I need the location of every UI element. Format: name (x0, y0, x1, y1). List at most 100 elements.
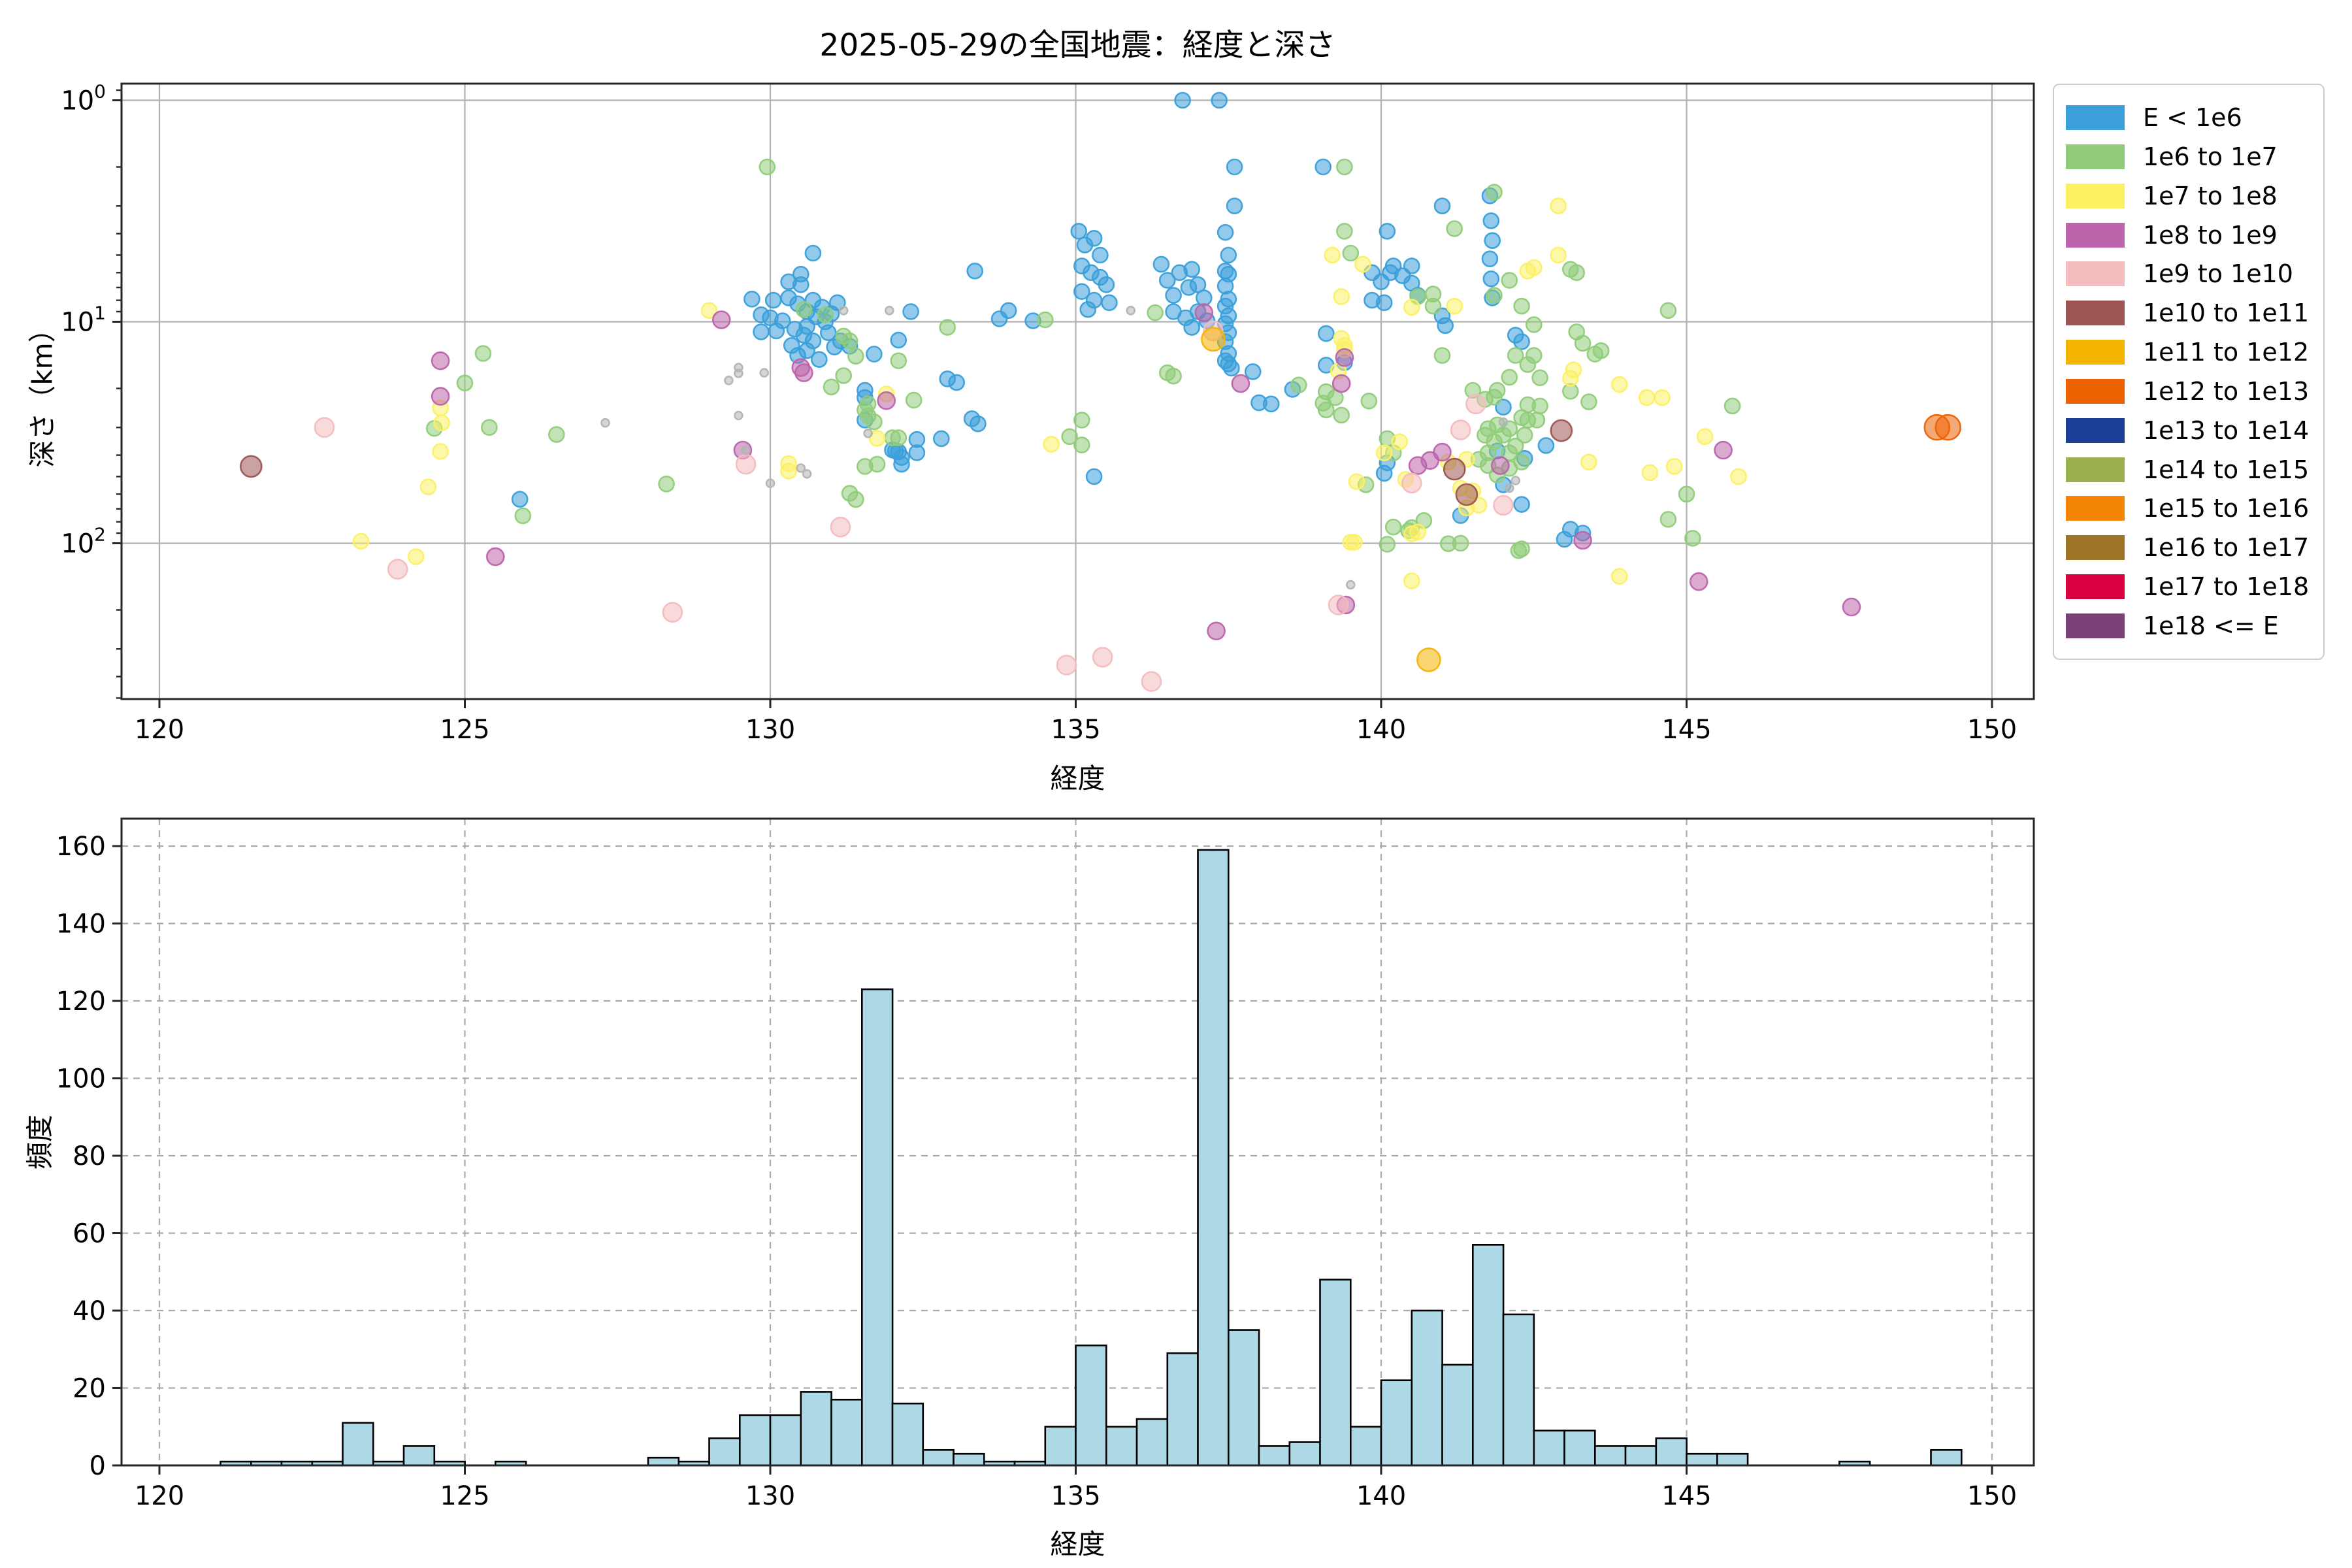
histogram-bar (1472, 1244, 1505, 1467)
legend-item: 1e11 to 1e12 (2066, 334, 2323, 370)
histogram-bar (1655, 1437, 1688, 1467)
scatter-xtick-label: 145 (1661, 715, 1711, 745)
histogram-bar (1228, 1329, 1260, 1467)
histogram-plot: 120 125 130 135 140 145 150 0 20 40 60 80 100 120 140 1… (56, 817, 2035, 1511)
legend-item-label: 1e13 to 1e14 (2143, 416, 2310, 445)
scatter-xtick-label: 120 (135, 715, 184, 745)
histogram-bar (1716, 1452, 1749, 1467)
legend-item: 1e16 to 1e17 (2066, 529, 2323, 566)
histogram-bar (1502, 1313, 1535, 1467)
legend-item-label: 1e6 to 1e7 (2143, 142, 2278, 171)
scatter-xlabel: 経度 (1050, 762, 1105, 794)
legend-item: 1e15 to 1e16 (2066, 490, 2323, 527)
histogram-bar (769, 1414, 802, 1467)
legend-item: 1e12 to 1e13 (2066, 373, 2323, 410)
histogram-bar (342, 1422, 374, 1467)
histogram-ytick-label: 80 (73, 1141, 106, 1171)
legend-item-label: 1e14 to 1e15 (2143, 455, 2310, 484)
histogram-bar (1166, 1352, 1199, 1467)
scatter-series-4 (314, 320, 1514, 692)
legend-item: 1e6 to 1e7 (2066, 139, 2323, 175)
histogram-bar (1411, 1309, 1443, 1467)
legend-item: 1e14 to 1e15 (2066, 451, 2323, 488)
legend-item: E < 1e6 (2066, 99, 2323, 136)
legend-swatch-icon (2066, 496, 2125, 521)
legend-item: 1e10 to 1e11 (2066, 295, 2323, 331)
legend-swatch-icon (2066, 222, 2125, 248)
histogram-bar (1563, 1429, 1596, 1467)
legend-swatch-icon (2066, 105, 2125, 130)
histogram-ytick-label: 40 (73, 1296, 106, 1326)
histogram-xtick-label: 150 (1967, 1481, 2017, 1511)
histogram-bar (708, 1437, 741, 1467)
histogram-bar (891, 1402, 924, 1467)
histogram-bar (647, 1456, 680, 1467)
legend-item-label: 1e16 to 1e17 (2143, 533, 2310, 563)
legend-item-label: 1e9 to 1e10 (2143, 259, 2293, 289)
histogram-bar (1533, 1429, 1565, 1467)
legend-swatch-icon (2066, 144, 2125, 169)
scatter-ytick-label: 102 (61, 524, 106, 559)
histogram-bar (1288, 1441, 1321, 1467)
scatter-ytick-label: 100 (61, 81, 106, 116)
legend-item: 1e9 to 1e10 (2066, 255, 2323, 292)
histogram-bar (739, 1414, 772, 1467)
histogram-xlabel: 経度 (1050, 1528, 1105, 1560)
histogram-bar (1319, 1279, 1352, 1467)
histogram-bar (402, 1445, 436, 1467)
legend-item-label: 1e7 to 1e8 (2143, 181, 2278, 210)
histogram-bar (1350, 1426, 1382, 1467)
scatter-xtick-label: 130 (745, 715, 795, 745)
histogram-ylabel: 頻度 (24, 1114, 56, 1170)
histogram-ytick-label: 120 (56, 987, 106, 1017)
histogram-bar (1105, 1426, 1138, 1467)
histogram-ytick-label: 60 (73, 1219, 106, 1249)
histogram-bar (1075, 1345, 1107, 1467)
histogram-xtick-label: 125 (440, 1481, 489, 1511)
histogram-bar (1258, 1445, 1291, 1467)
legend-item: 1e17 to 1e18 (2066, 568, 2323, 605)
histogram-bar (953, 1452, 985, 1467)
scatter-ytick-label: 101 (61, 302, 106, 338)
scatter-xtick-label: 150 (1967, 715, 2017, 745)
histogram-bar (830, 1399, 863, 1467)
legend-item-label: 1e18 <= E (2143, 611, 2279, 640)
histogram-bar (1197, 849, 1230, 1467)
scatter-series-7 (1923, 414, 1961, 441)
scatter-series-0 (511, 91, 1592, 548)
legend-item-label: 1e10 to 1e11 (2143, 299, 2310, 328)
legend-swatch-icon (2066, 378, 2125, 404)
legend-item-label: E < 1e6 (2143, 103, 2242, 132)
histogram-xtick-label: 145 (1661, 1481, 1711, 1511)
histogram-bar (1380, 1379, 1413, 1467)
histogram-xtick-label: 130 (745, 1481, 795, 1511)
histogram-ytick-label: 140 (56, 909, 106, 939)
legend-swatch-icon (2066, 457, 2125, 482)
histogram-ytick-label: 160 (56, 832, 106, 862)
histogram-ytick-label: 100 (56, 1064, 106, 1094)
histogram-xtick-label: 140 (1356, 1481, 1406, 1511)
legend-swatch-icon (2066, 301, 2125, 326)
histogram-bar (800, 1391, 832, 1467)
legend-swatch-icon (2066, 535, 2125, 561)
legend-item-label: 1e11 to 1e12 (2143, 338, 2310, 367)
scatter-series-8 (600, 305, 1520, 590)
histogram-ticks: 120 125 130 135 140 145 150 0 20 40 60 80 100 120 140 1… (56, 832, 2017, 1511)
histogram-grid (122, 819, 2034, 1465)
histogram-bar (861, 988, 894, 1467)
histogram-bar (1135, 1418, 1169, 1467)
histogram-xtick-label: 120 (135, 1481, 184, 1511)
scatter-ticks: 120 125 130 135 140 145 150 100 101 102 (61, 81, 2017, 745)
scatter-ylabel: 深さ（km） (26, 315, 59, 468)
figure-title: 2025-05-29の全国地震：経度と深さ (819, 27, 1336, 63)
histogram-bar (1686, 1452, 1718, 1467)
legend-swatch-icon (2066, 340, 2125, 365)
legend-swatch-icon (2066, 183, 2125, 208)
legend-item-label: 1e17 to 1e18 (2143, 572, 2310, 602)
histogram-bar (922, 1449, 955, 1467)
legend-swatch-icon (2066, 613, 2125, 638)
scatter-series-6 (1201, 327, 1441, 672)
legend-item-label: 1e8 to 1e9 (2143, 220, 2278, 250)
legend-swatch-icon (2066, 574, 2125, 600)
